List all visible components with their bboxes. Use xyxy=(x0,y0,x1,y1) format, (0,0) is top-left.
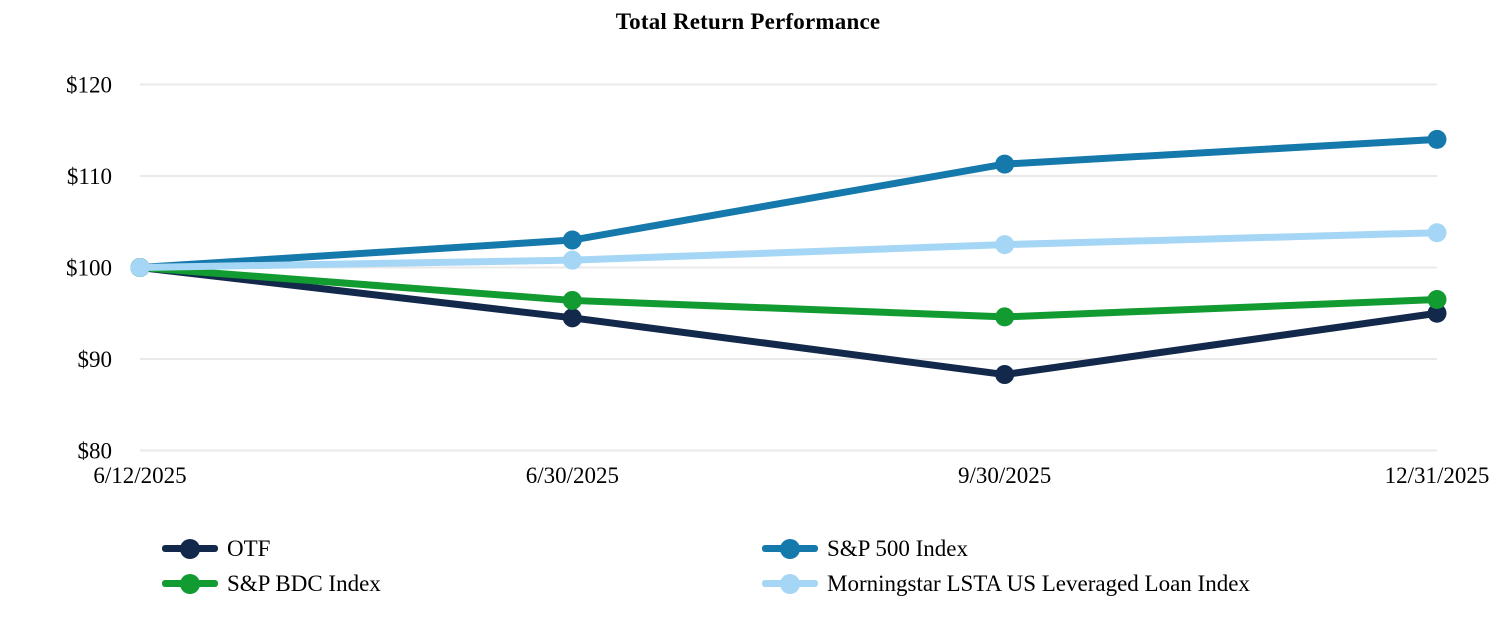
data-point-marker xyxy=(130,258,150,277)
legend-item: S&P BDC Index xyxy=(162,571,762,596)
data-point-marker xyxy=(995,307,1015,327)
chart-title: Total Return Performance xyxy=(615,9,881,34)
data-point-marker xyxy=(1427,290,1447,310)
data-point-marker xyxy=(562,230,582,250)
legend-item: Morningstar LSTA US Leveraged Loan Index xyxy=(762,571,1250,596)
y-axis-tick-label: $90 xyxy=(78,347,113,372)
data-point-marker xyxy=(995,154,1015,174)
line-chart-plot-area: $120 $110 $100 $90 $806/12/2025 6/30/2025 9/30… xyxy=(66,73,1490,489)
legend-label: S&P 500 Index xyxy=(827,536,968,561)
legend-label: OTF xyxy=(227,536,271,561)
legend-line-dot-icon xyxy=(162,573,218,595)
legend-item: S&P 500 Index xyxy=(762,536,1250,561)
x-axis-tick-label: 12/31/2025 xyxy=(1385,463,1490,488)
data-point-marker xyxy=(562,290,582,310)
series-line xyxy=(136,229,1441,271)
legend-line-dot-icon xyxy=(762,538,818,560)
legend-item: OTF xyxy=(162,536,762,561)
legend-label: S&P BDC Index xyxy=(227,571,381,596)
chart-legend: OTF S&P 500 Index S&P BDC Index Morningstar… xyxy=(162,536,1250,596)
data-point-marker xyxy=(562,250,582,270)
data-point-marker xyxy=(1427,223,1447,243)
data-point-marker xyxy=(995,365,1015,385)
y-axis-tick-label: $80 xyxy=(78,439,113,464)
series-line xyxy=(136,135,1441,271)
y-axis-tick-label: $120 xyxy=(66,73,112,98)
y-axis-tick-label: $100 xyxy=(66,256,112,281)
series-line xyxy=(136,264,1441,321)
data-point-marker xyxy=(1427,303,1447,323)
data-point-marker xyxy=(562,308,582,328)
legend-line-dot-icon xyxy=(162,538,218,560)
data-point-marker xyxy=(1427,129,1447,149)
x-axis-tick-label: 6/30/2025 xyxy=(526,463,619,488)
legend-line-dot-icon xyxy=(762,573,818,595)
legend-label: Morningstar LSTA US Leveraged Loan Index xyxy=(827,571,1250,596)
y-axis-tick-label: $110 xyxy=(67,164,112,189)
x-axis-tick-label: 6/12/2025 xyxy=(93,463,186,488)
x-axis-tick-label: 9/30/2025 xyxy=(958,463,1051,488)
series-line xyxy=(136,264,1441,379)
data-point-marker xyxy=(995,235,1015,255)
